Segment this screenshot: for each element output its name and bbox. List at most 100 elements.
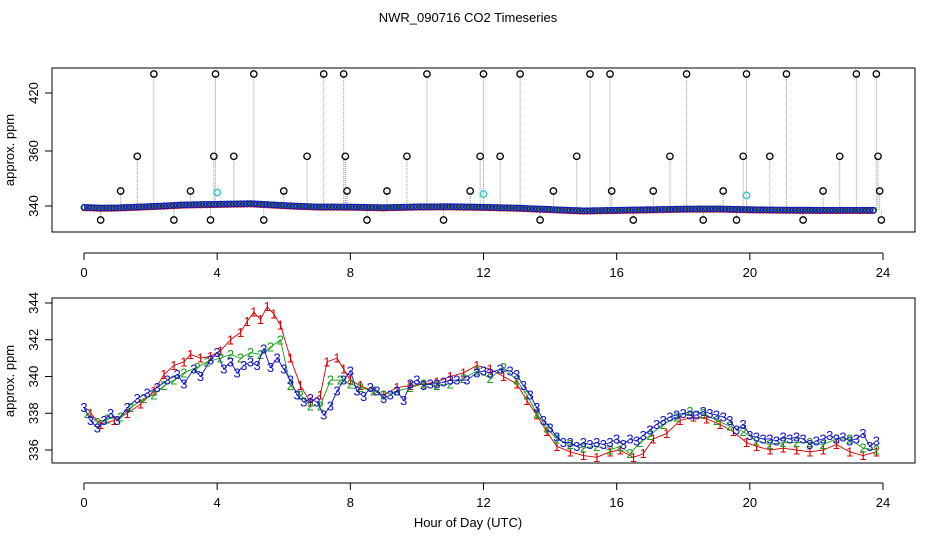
series-1-segment	[210, 350, 221, 357]
baseline-point	[573, 207, 581, 214]
series-1-segment	[836, 444, 850, 453]
series-1-segment	[423, 381, 437, 385]
series-1-segment	[706, 418, 721, 425]
series-3-point: 3	[473, 365, 480, 380]
series-2-point: 2	[447, 376, 454, 391]
series-1-point: 1	[307, 395, 314, 410]
baseline-point	[400, 203, 407, 211]
series-1-segment	[822, 444, 837, 451]
series-3-point: 3	[497, 362, 504, 377]
series-1-point: 1	[676, 413, 683, 428]
series-1-point: 1	[730, 424, 737, 439]
baseline-point	[679, 205, 687, 213]
series-3-segment	[769, 438, 777, 442]
series-2-segment	[410, 383, 424, 388]
baseline-point	[350, 203, 358, 211]
baseline-point	[87, 204, 95, 211]
series-3-point: 3	[400, 393, 407, 408]
baseline-point	[839, 206, 847, 214]
baseline-point	[473, 203, 481, 211]
series-1-point: 1	[270, 307, 277, 322]
series-1-segment	[516, 383, 528, 401]
baseline-point	[779, 206, 787, 214]
spike-point	[339, 70, 348, 78]
baseline-point	[536, 205, 544, 213]
baseline-point	[586, 207, 594, 215]
series-3-segment	[529, 394, 538, 408]
series-1-point: 1	[433, 375, 440, 390]
series-1-segment	[450, 372, 464, 377]
series-3-segment	[856, 433, 864, 440]
series-3-point: 3	[760, 431, 767, 446]
series-3-point: 3	[240, 358, 247, 373]
series-1-segment	[756, 445, 770, 451]
baseline-point	[360, 203, 368, 211]
spike-point	[279, 187, 288, 195]
series-3-segment	[583, 442, 591, 445]
series-2-segment	[107, 416, 121, 420]
series-3-point: 3	[773, 433, 780, 448]
baseline-point	[183, 201, 191, 209]
spike-point	[835, 152, 844, 161]
baseline-point	[143, 203, 151, 210]
series-3-point: 3	[287, 373, 294, 388]
series-2-point: 2	[753, 433, 760, 448]
spike-point	[341, 152, 350, 161]
series-2-segment	[143, 394, 155, 399]
series-3-point: 3	[367, 380, 374, 395]
series-3-segment	[683, 412, 691, 416]
series-3-point: 3	[387, 387, 394, 402]
spike-point	[819, 187, 827, 195]
series-3-segment	[96, 420, 105, 429]
series-2-point: 2	[407, 380, 414, 395]
series-1-segment	[746, 442, 757, 447]
baseline-point	[503, 204, 511, 212]
baseline-point	[699, 205, 707, 213]
series-2-segment	[583, 445, 597, 449]
series-3-point: 3	[660, 413, 667, 428]
baseline-point	[493, 204, 501, 211]
series-1-point: 1	[287, 351, 294, 366]
series-1-segment	[609, 449, 621, 453]
series-3-segment	[289, 379, 298, 396]
series-3-point: 3	[347, 363, 354, 378]
baseline-point	[393, 203, 401, 211]
series-3-point: 3	[447, 373, 454, 388]
series-2-point: 2	[247, 345, 254, 360]
series-2-segment	[183, 366, 198, 374]
spike-point	[343, 187, 351, 195]
baseline-point	[599, 207, 607, 214]
series-1-point: 1	[616, 443, 623, 458]
series-1-point: 1	[500, 369, 507, 384]
baseline-point	[330, 203, 338, 211]
baseline-point	[809, 206, 817, 214]
series-3-point: 3	[180, 376, 187, 391]
series-2-segment	[319, 380, 331, 407]
baseline-point	[230, 200, 238, 208]
top-panel-marks	[80, 70, 886, 224]
top-y-axis-label: approx. ppm	[2, 114, 17, 186]
series-3-point: 3	[600, 437, 607, 452]
series-2-segment	[526, 394, 538, 414]
series-2-point: 2	[533, 406, 540, 421]
series-3-point: 3	[780, 430, 787, 445]
spike-point	[116, 187, 125, 195]
spike-point	[259, 216, 268, 224]
baseline-point	[300, 202, 308, 210]
series-3-segment	[509, 370, 518, 376]
baseline-point	[649, 206, 657, 213]
series-3-segment	[609, 438, 617, 444]
spike-point	[170, 216, 178, 224]
baseline-point	[413, 203, 421, 211]
series-3-point: 3	[799, 431, 806, 446]
series-3-segment	[676, 412, 684, 416]
baseline-point	[666, 205, 674, 213]
series-3-point: 3	[94, 420, 101, 435]
baseline-point	[290, 202, 298, 210]
series-3-segment	[476, 370, 484, 374]
series-2-point: 2	[357, 380, 364, 395]
baseline-point	[703, 205, 710, 213]
series-3-point: 3	[819, 431, 826, 446]
series-2-point: 2	[287, 378, 294, 393]
